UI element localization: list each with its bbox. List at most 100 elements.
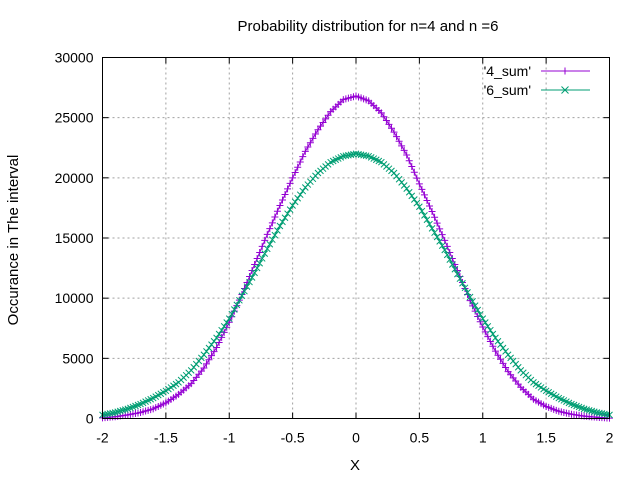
- data-point: [420, 191, 428, 199]
- data-point: [405, 188, 413, 196]
- data-point: [403, 185, 411, 193]
- data-point: [438, 242, 446, 250]
- data-point: [583, 406, 591, 413]
- data-point: [286, 206, 294, 213]
- data-point: [590, 408, 598, 416]
- data-point: [448, 254, 456, 262]
- data-point: [499, 359, 507, 367]
- data-point: [481, 319, 489, 326]
- data-point: [116, 407, 124, 415]
- data-point: [241, 287, 248, 295]
- data-point: [418, 185, 426, 193]
- data-point: [362, 152, 370, 160]
- data-point: [218, 326, 225, 334]
- data-point: [299, 153, 307, 161]
- data-point: [393, 133, 401, 141]
- chart-title: Probability distribution for n=4 and n =…: [238, 18, 499, 35]
- data-point: [294, 163, 302, 171]
- data-point: [263, 230, 271, 238]
- data-point: [119, 406, 127, 414]
- data-point: [431, 213, 439, 221]
- x-tick-label: 2: [606, 430, 614, 446]
- data-point: [311, 130, 319, 138]
- data-point: [400, 146, 408, 154]
- data-point: [494, 351, 502, 359]
- data-point: [301, 147, 309, 155]
- data-point: [502, 348, 509, 355]
- data-point: [274, 227, 281, 234]
- legend: '4_sum' '6_sum': [484, 63, 590, 98]
- data-point: [413, 174, 421, 182]
- x-tick-label: 0.5: [410, 430, 430, 446]
- data-point: [279, 218, 286, 226]
- legend-label-4-sum: '4_sum': [484, 63, 531, 79]
- data-point: [598, 410, 606, 417]
- data-point: [497, 341, 504, 348]
- data-point: [405, 157, 413, 165]
- data-point: [484, 322, 492, 330]
- data-point: [377, 109, 385, 117]
- data-point: [441, 246, 449, 254]
- x-tick-label: 1: [479, 430, 487, 446]
- x-tick-label: -0.5: [281, 430, 305, 446]
- data-point: [268, 219, 276, 227]
- data-point: [456, 275, 464, 283]
- data-point: [236, 296, 243, 304]
- data-point: [324, 111, 332, 119]
- data-point: [200, 351, 208, 359]
- data-point: [291, 198, 299, 206]
- data-point: [423, 196, 431, 204]
- data-point: [213, 334, 220, 342]
- data-point: [433, 233, 441, 241]
- x-tick-label: -1: [223, 430, 236, 446]
- data-point: [322, 115, 330, 123]
- plot-frame: [102, 57, 610, 419]
- grid-lines: [102, 57, 610, 419]
- data-point: [253, 264, 261, 272]
- data-point: [421, 212, 428, 219]
- data-point: [233, 301, 241, 309]
- data-point: [436, 225, 444, 233]
- data-point: [466, 293, 474, 301]
- series-0: [99, 92, 613, 422]
- data-point: [385, 120, 393, 128]
- data-point: [443, 242, 451, 250]
- data-point: [471, 302, 479, 309]
- series-layer: [99, 92, 613, 422]
- data-point: [210, 337, 218, 345]
- data-point: [248, 274, 256, 281]
- data-point: [215, 330, 223, 338]
- data-point: [390, 128, 398, 136]
- data-point: [286, 179, 294, 187]
- data-point: [205, 344, 213, 352]
- data-point: [415, 180, 423, 188]
- data-point: [268, 236, 276, 244]
- data-point: [101, 411, 109, 418]
- data-point: [355, 150, 362, 158]
- data-point: [350, 150, 357, 158]
- data-point: [580, 405, 588, 413]
- data-point: [281, 214, 289, 222]
- data-point: [203, 348, 210, 355]
- y-tick-label: 30000: [55, 50, 94, 66]
- data-point: [230, 306, 238, 313]
- data-point: [489, 342, 497, 350]
- data-point: [296, 158, 304, 166]
- data-point: [276, 202, 284, 210]
- data-point: [479, 315, 487, 322]
- data-point: [261, 236, 269, 244]
- data-point: [428, 208, 436, 216]
- data-point: [208, 352, 216, 360]
- data-point: [281, 190, 289, 198]
- data-point: [246, 273, 254, 281]
- data-point: [266, 225, 274, 233]
- legend-label-6-sum: '6_sum': [484, 82, 531, 98]
- data-point: [200, 364, 208, 372]
- data-point: [291, 169, 299, 177]
- data-point: [426, 202, 434, 210]
- data-point: [431, 229, 438, 237]
- data-point: [446, 256, 454, 264]
- data-point: [246, 278, 253, 286]
- data-point: [423, 216, 431, 224]
